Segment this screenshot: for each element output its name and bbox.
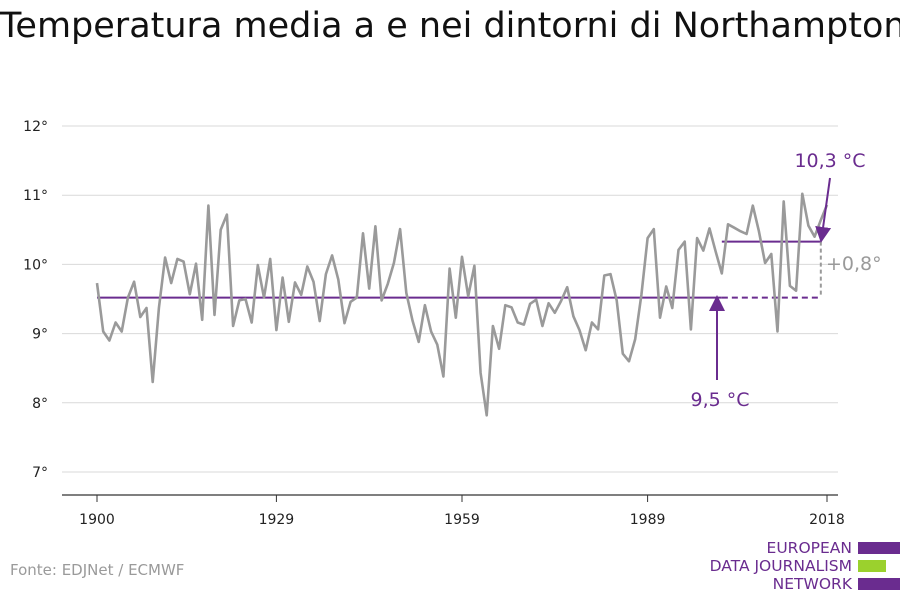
x-tick-label: 2018 bbox=[809, 512, 845, 528]
y-tick-label: 12° bbox=[23, 119, 48, 135]
y-tick-label: 7° bbox=[32, 465, 48, 481]
gridlines bbox=[62, 125, 838, 473]
temperature-series-line bbox=[95, 192, 829, 417]
source-note: Fonte: EDJNet / ECMWF bbox=[10, 561, 185, 579]
logo-line-3: NETWORK bbox=[772, 575, 852, 593]
logo-bar-2 bbox=[858, 560, 886, 572]
series-group bbox=[95, 192, 829, 417]
logo-bar-1 bbox=[858, 542, 900, 554]
y-axis: 7° 8° 9° 10° 11° 12° bbox=[23, 119, 48, 481]
y-tick-label: 11° bbox=[23, 188, 48, 204]
x-tick-label: 1900 bbox=[79, 512, 115, 528]
y-tick-label: 8° bbox=[32, 396, 48, 412]
chart-title: Temperatura media a e nei dintorni di No… bbox=[0, 6, 900, 46]
logo-bar-3 bbox=[858, 578, 900, 590]
y-tick-label: 9° bbox=[32, 327, 48, 343]
edjnet-logo: EUROPEAN DATA JOURNALISM NETWORK bbox=[690, 537, 900, 597]
y-tick-label: 10° bbox=[23, 257, 48, 273]
recent-arrow bbox=[815, 177, 832, 243]
x-axis: 1900 1929 1959 1989 2018 bbox=[62, 494, 845, 528]
x-tick-label: 1929 bbox=[259, 512, 295, 528]
logo-line-1: EUROPEAN bbox=[766, 539, 852, 557]
difference-label: +0,8° bbox=[826, 253, 882, 275]
x-tick-label: 1989 bbox=[630, 512, 666, 528]
x-tick-label: 1959 bbox=[444, 512, 480, 528]
recent-mean-label: 10,3 °C bbox=[794, 150, 865, 172]
annotations: 9,5 °C 10,3 °C +0,8° bbox=[690, 150, 881, 411]
baseline-mean-label: 9,5 °C bbox=[690, 389, 749, 411]
logo-line-2: DATA JOURNALISM bbox=[709, 557, 852, 575]
reference-lines bbox=[97, 240, 822, 299]
